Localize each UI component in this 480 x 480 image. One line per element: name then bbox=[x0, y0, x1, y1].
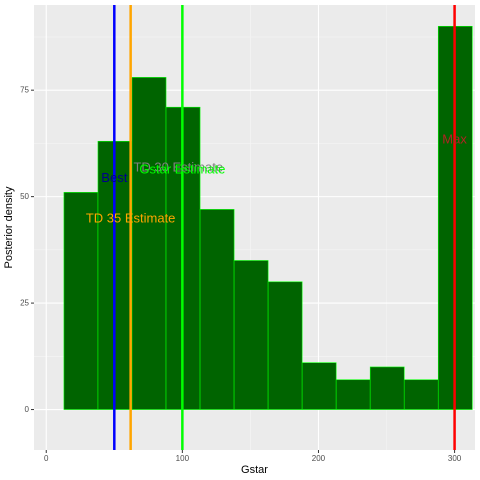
histogram-bar-8 bbox=[301, 362, 337, 410]
reference-lines bbox=[113, 5, 456, 450]
x-tick-label: 100 bbox=[176, 454, 190, 463]
histogram-bar-6 bbox=[233, 260, 269, 410]
histogram-bar-7 bbox=[267, 281, 303, 410]
td-35-estimate-label: TD 35 Estimate bbox=[86, 210, 176, 225]
y-axis-title: Posterior density bbox=[3, 186, 15, 268]
x-axis: 0 100 200 300 bbox=[44, 450, 462, 463]
histogram-bar-10 bbox=[369, 366, 405, 410]
x-tick-label: 0 bbox=[44, 454, 49, 463]
gstar-estimate-label: Gstar Estimate bbox=[139, 161, 225, 176]
histogram-bar-5 bbox=[199, 209, 235, 410]
td-30-estimate-label: TD 30 Estimate bbox=[133, 159, 223, 174]
x-tick-label: 300 bbox=[448, 454, 462, 463]
histogram-bar-3 bbox=[131, 77, 167, 410]
y-axis: 0 25 50 75 bbox=[20, 86, 34, 414]
y-tick-label: 50 bbox=[20, 192, 29, 201]
x-tick-label: 200 bbox=[312, 454, 326, 463]
max-label: Max bbox=[442, 132, 467, 147]
histogram-bar-11 bbox=[403, 379, 439, 410]
y-tick-label: 0 bbox=[25, 405, 30, 414]
histogram-bar-9 bbox=[335, 379, 371, 410]
y-tick-label: 75 bbox=[20, 86, 29, 95]
annotation-labels: TD 30 Estimate Best TD 35 Estimate Gstar Es… bbox=[86, 132, 468, 226]
x-axis-title: Gstar bbox=[241, 464, 268, 476]
best-label: Best bbox=[101, 170, 127, 185]
y-tick-label: 25 bbox=[20, 299, 29, 308]
